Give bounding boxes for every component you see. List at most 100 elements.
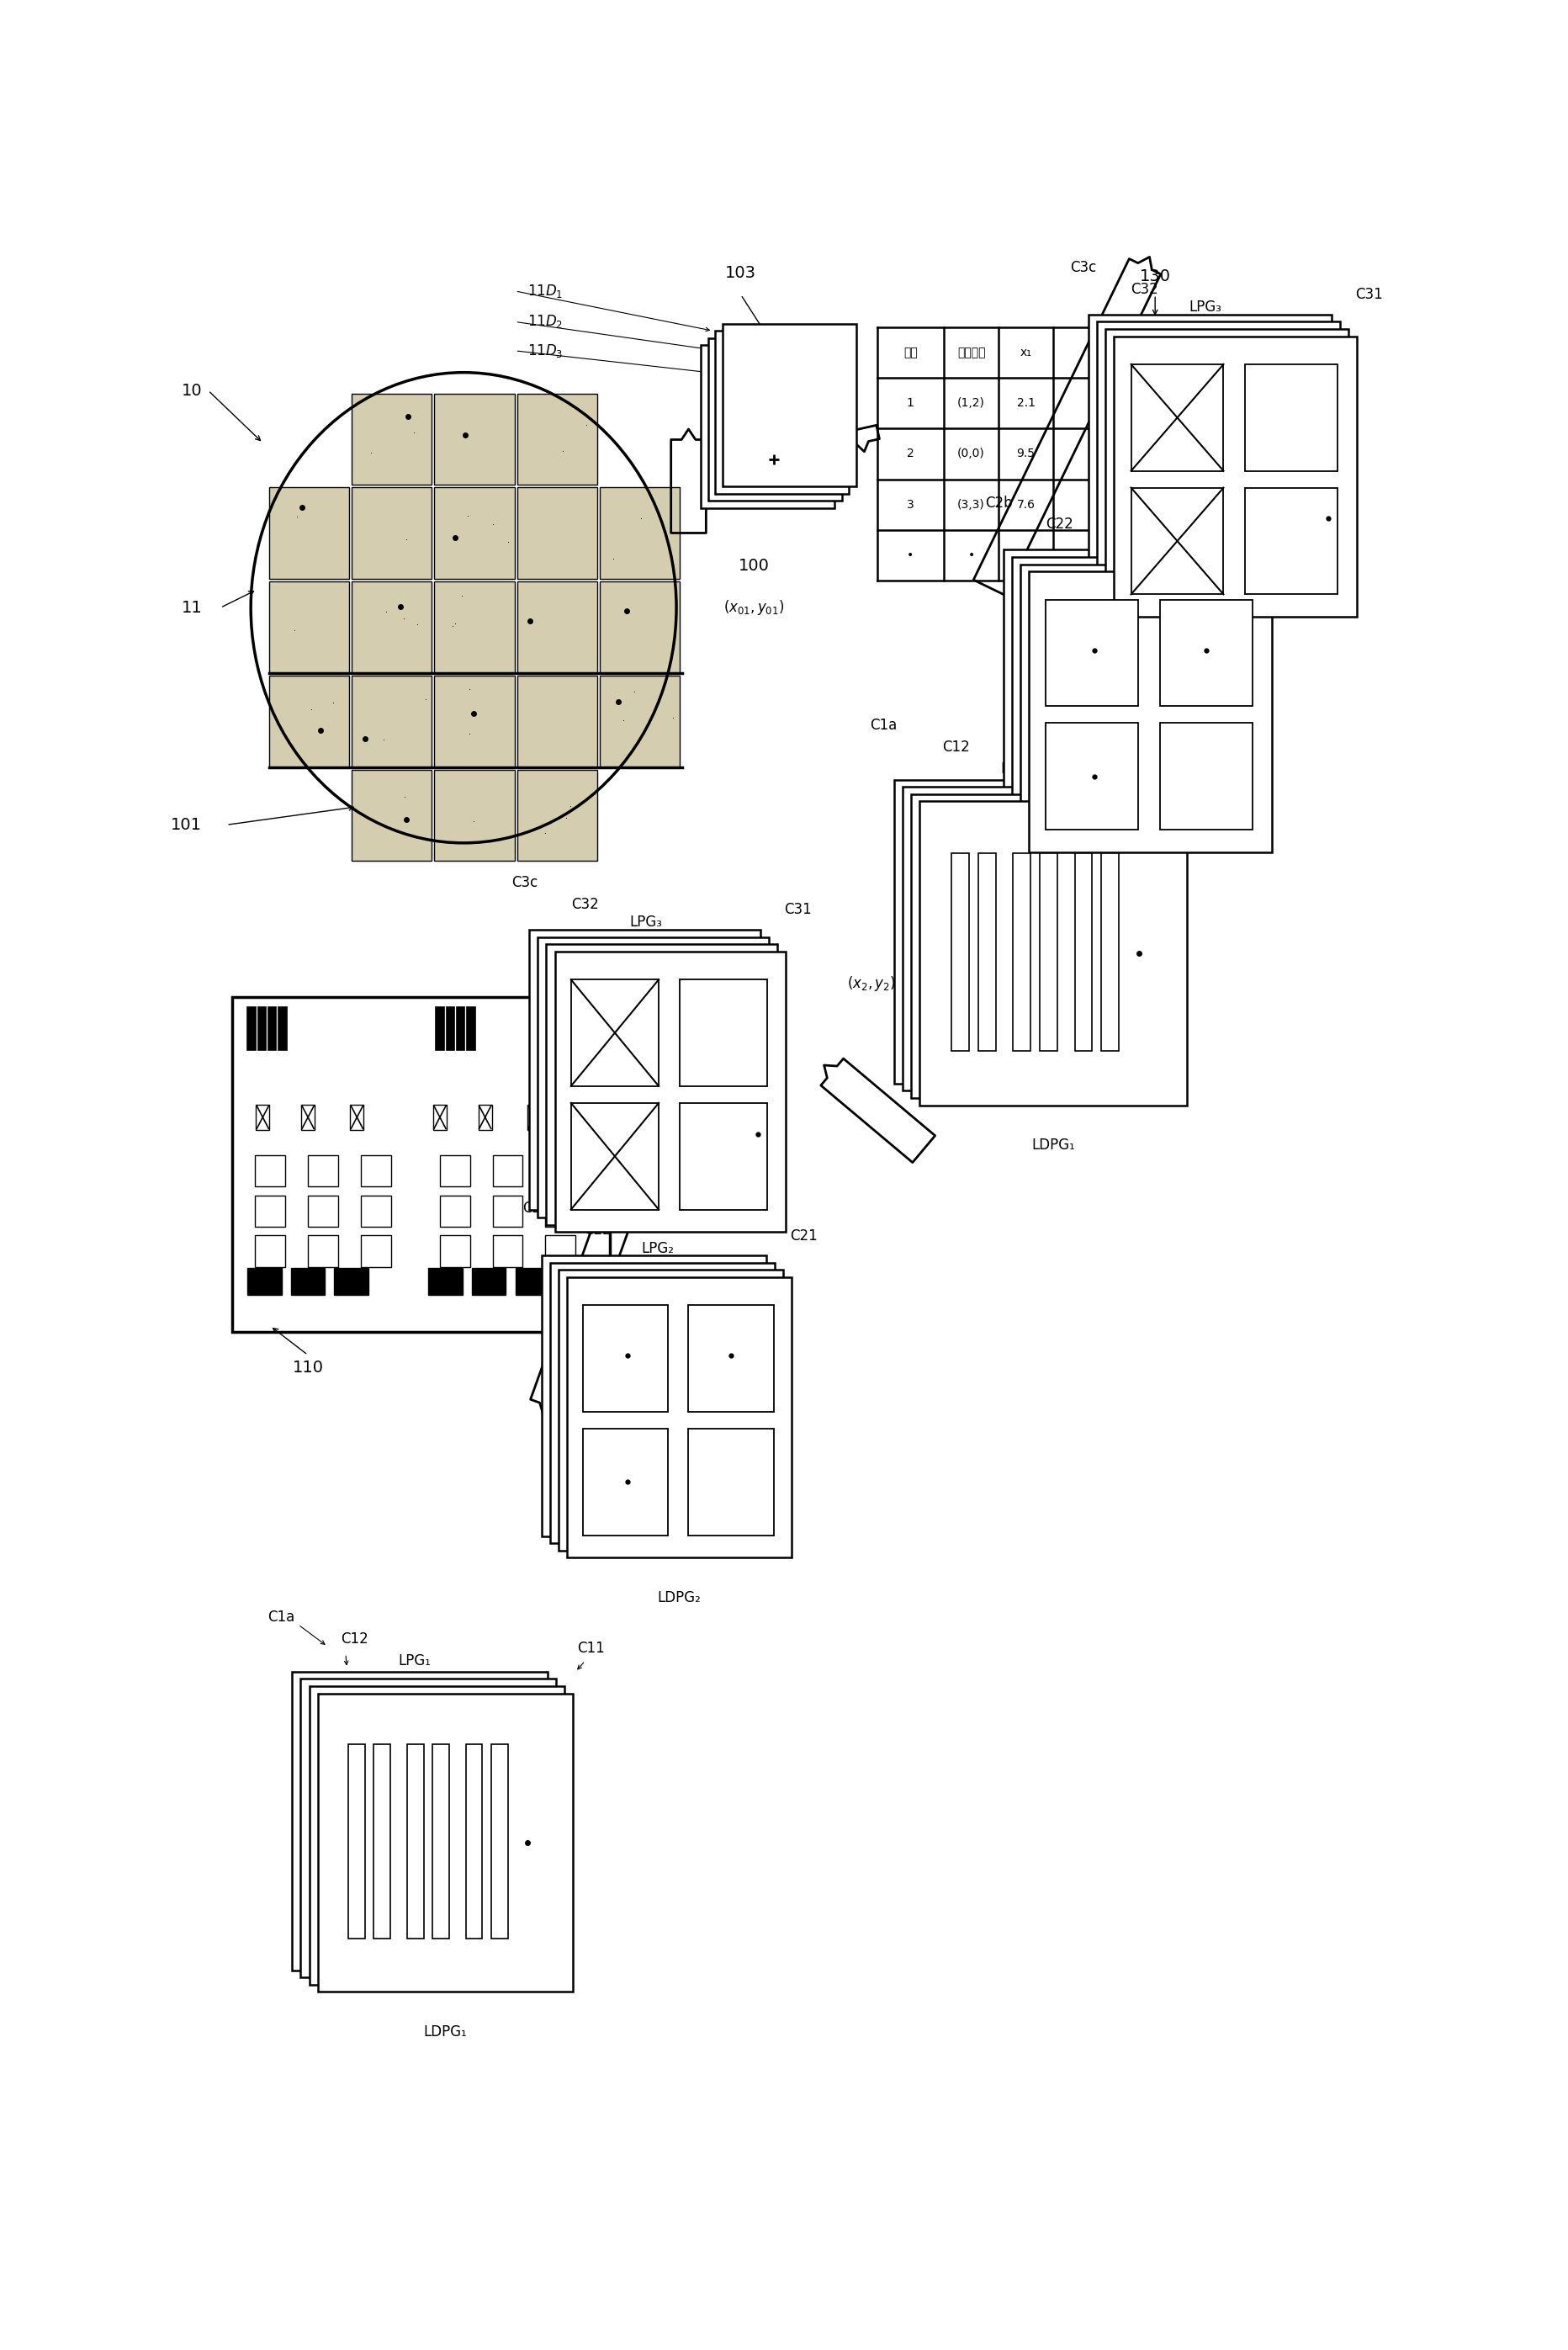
Text: LPG₃: LPG₃ <box>1189 301 1221 315</box>
Bar <box>582 1429 668 1535</box>
Bar <box>433 1104 447 1130</box>
Bar <box>290 1269 325 1295</box>
Bar <box>911 794 1178 1097</box>
Bar <box>1131 489 1223 595</box>
Bar <box>361 1156 390 1187</box>
Text: $(x_2, y_2)$: $(x_2, y_2)$ <box>847 975 895 994</box>
Text: C3c: C3c <box>1069 261 1096 275</box>
Bar <box>546 1156 575 1187</box>
Text: •: • <box>1022 550 1029 562</box>
Bar <box>546 1236 575 1267</box>
Text: C31: C31 <box>784 902 811 916</box>
Bar <box>1160 599 1251 705</box>
Bar <box>492 1236 522 1267</box>
Bar <box>723 324 856 486</box>
Text: C11: C11 <box>1190 750 1218 764</box>
Bar <box>1113 336 1356 616</box>
Bar <box>428 1269 463 1295</box>
Text: 片粒编号: 片粒编号 <box>956 348 985 360</box>
Text: 110: 110 <box>292 1361 323 1375</box>
Bar <box>1011 557 1254 837</box>
Text: LDPG₃: LDPG₃ <box>648 1264 691 1278</box>
Text: C12: C12 <box>340 1631 368 1647</box>
Text: 2: 2 <box>906 449 914 461</box>
Bar <box>1040 853 1057 1050</box>
Text: 6.5: 6.5 <box>1094 397 1113 409</box>
Text: C32: C32 <box>1131 282 1157 296</box>
Text: LDPG₂: LDPG₂ <box>1127 884 1171 900</box>
Bar <box>278 1006 287 1050</box>
Bar <box>517 580 597 672</box>
Bar <box>1245 364 1338 470</box>
Bar <box>571 1102 659 1210</box>
Text: •: • <box>1101 550 1109 562</box>
Text: 130: 130 <box>1138 268 1170 284</box>
Text: (0,0): (0,0) <box>956 449 985 461</box>
Bar <box>1245 489 1338 595</box>
Bar <box>1046 599 1138 705</box>
Text: 4.2: 4.2 <box>1094 449 1113 461</box>
Bar <box>1101 853 1118 1050</box>
Bar <box>492 1196 522 1227</box>
Bar <box>558 1269 782 1551</box>
Bar <box>527 1104 541 1130</box>
Bar <box>550 1262 775 1544</box>
Bar <box>439 1156 470 1187</box>
Text: 11: 11 <box>182 599 202 616</box>
Text: $(x_{01}, y_{01})$: $(x_{01}, y_{01})$ <box>723 599 784 618</box>
Text: 10: 10 <box>182 383 202 400</box>
Bar <box>1004 550 1247 830</box>
Text: LPG₁: LPG₁ <box>1000 761 1033 776</box>
Bar <box>546 945 776 1224</box>
Text: LDPG₃: LDPG₃ <box>1214 649 1256 665</box>
Bar <box>256 1156 285 1187</box>
Text: 100: 100 <box>739 557 770 573</box>
Text: C31: C31 <box>1355 287 1383 303</box>
Bar <box>307 1196 339 1227</box>
Bar <box>466 1744 481 1939</box>
Text: C1a: C1a <box>268 1610 295 1624</box>
Text: LPG₂: LPG₂ <box>641 1241 674 1255</box>
Bar <box>538 938 768 1217</box>
Bar <box>701 345 834 508</box>
Bar <box>361 1196 390 1227</box>
Bar <box>292 1671 547 1969</box>
Bar <box>541 1255 765 1537</box>
Bar <box>256 1196 285 1227</box>
Bar <box>317 1694 572 1993</box>
Text: C22: C22 <box>1044 517 1073 531</box>
Bar <box>351 580 431 672</box>
Bar <box>301 1104 315 1130</box>
Bar <box>270 677 350 766</box>
Bar <box>1160 724 1251 830</box>
Text: C21: C21 <box>1270 522 1297 538</box>
Text: •: • <box>1198 550 1206 562</box>
Bar <box>348 1744 365 1939</box>
Bar <box>571 980 659 1086</box>
Text: C2b: C2b <box>522 1201 550 1215</box>
Text: $11D_3$: $11D_3$ <box>527 343 563 360</box>
Bar <box>361 1236 390 1267</box>
Text: (1,2): (1,2) <box>956 397 985 409</box>
Bar <box>434 677 514 766</box>
Text: y₁: y₁ <box>1099 348 1110 360</box>
Bar <box>546 1196 575 1227</box>
Bar <box>517 392 597 484</box>
Text: C3c: C3c <box>511 874 538 891</box>
Bar <box>307 1156 339 1187</box>
Bar <box>334 1269 368 1295</box>
Bar <box>256 1104 270 1130</box>
Bar <box>599 486 679 578</box>
Text: (3,3): (3,3) <box>956 498 985 510</box>
Bar <box>270 486 350 578</box>
Bar <box>445 1006 455 1050</box>
Text: LPG₃: LPG₃ <box>629 914 662 931</box>
Text: LDPG₁: LDPG₁ <box>423 2023 467 2040</box>
Bar <box>978 853 996 1050</box>
Bar <box>555 952 786 1231</box>
Bar <box>599 677 679 766</box>
Bar <box>514 1269 549 1295</box>
Text: 1: 1 <box>906 397 914 409</box>
Bar <box>309 1687 564 1986</box>
Bar <box>715 331 848 494</box>
